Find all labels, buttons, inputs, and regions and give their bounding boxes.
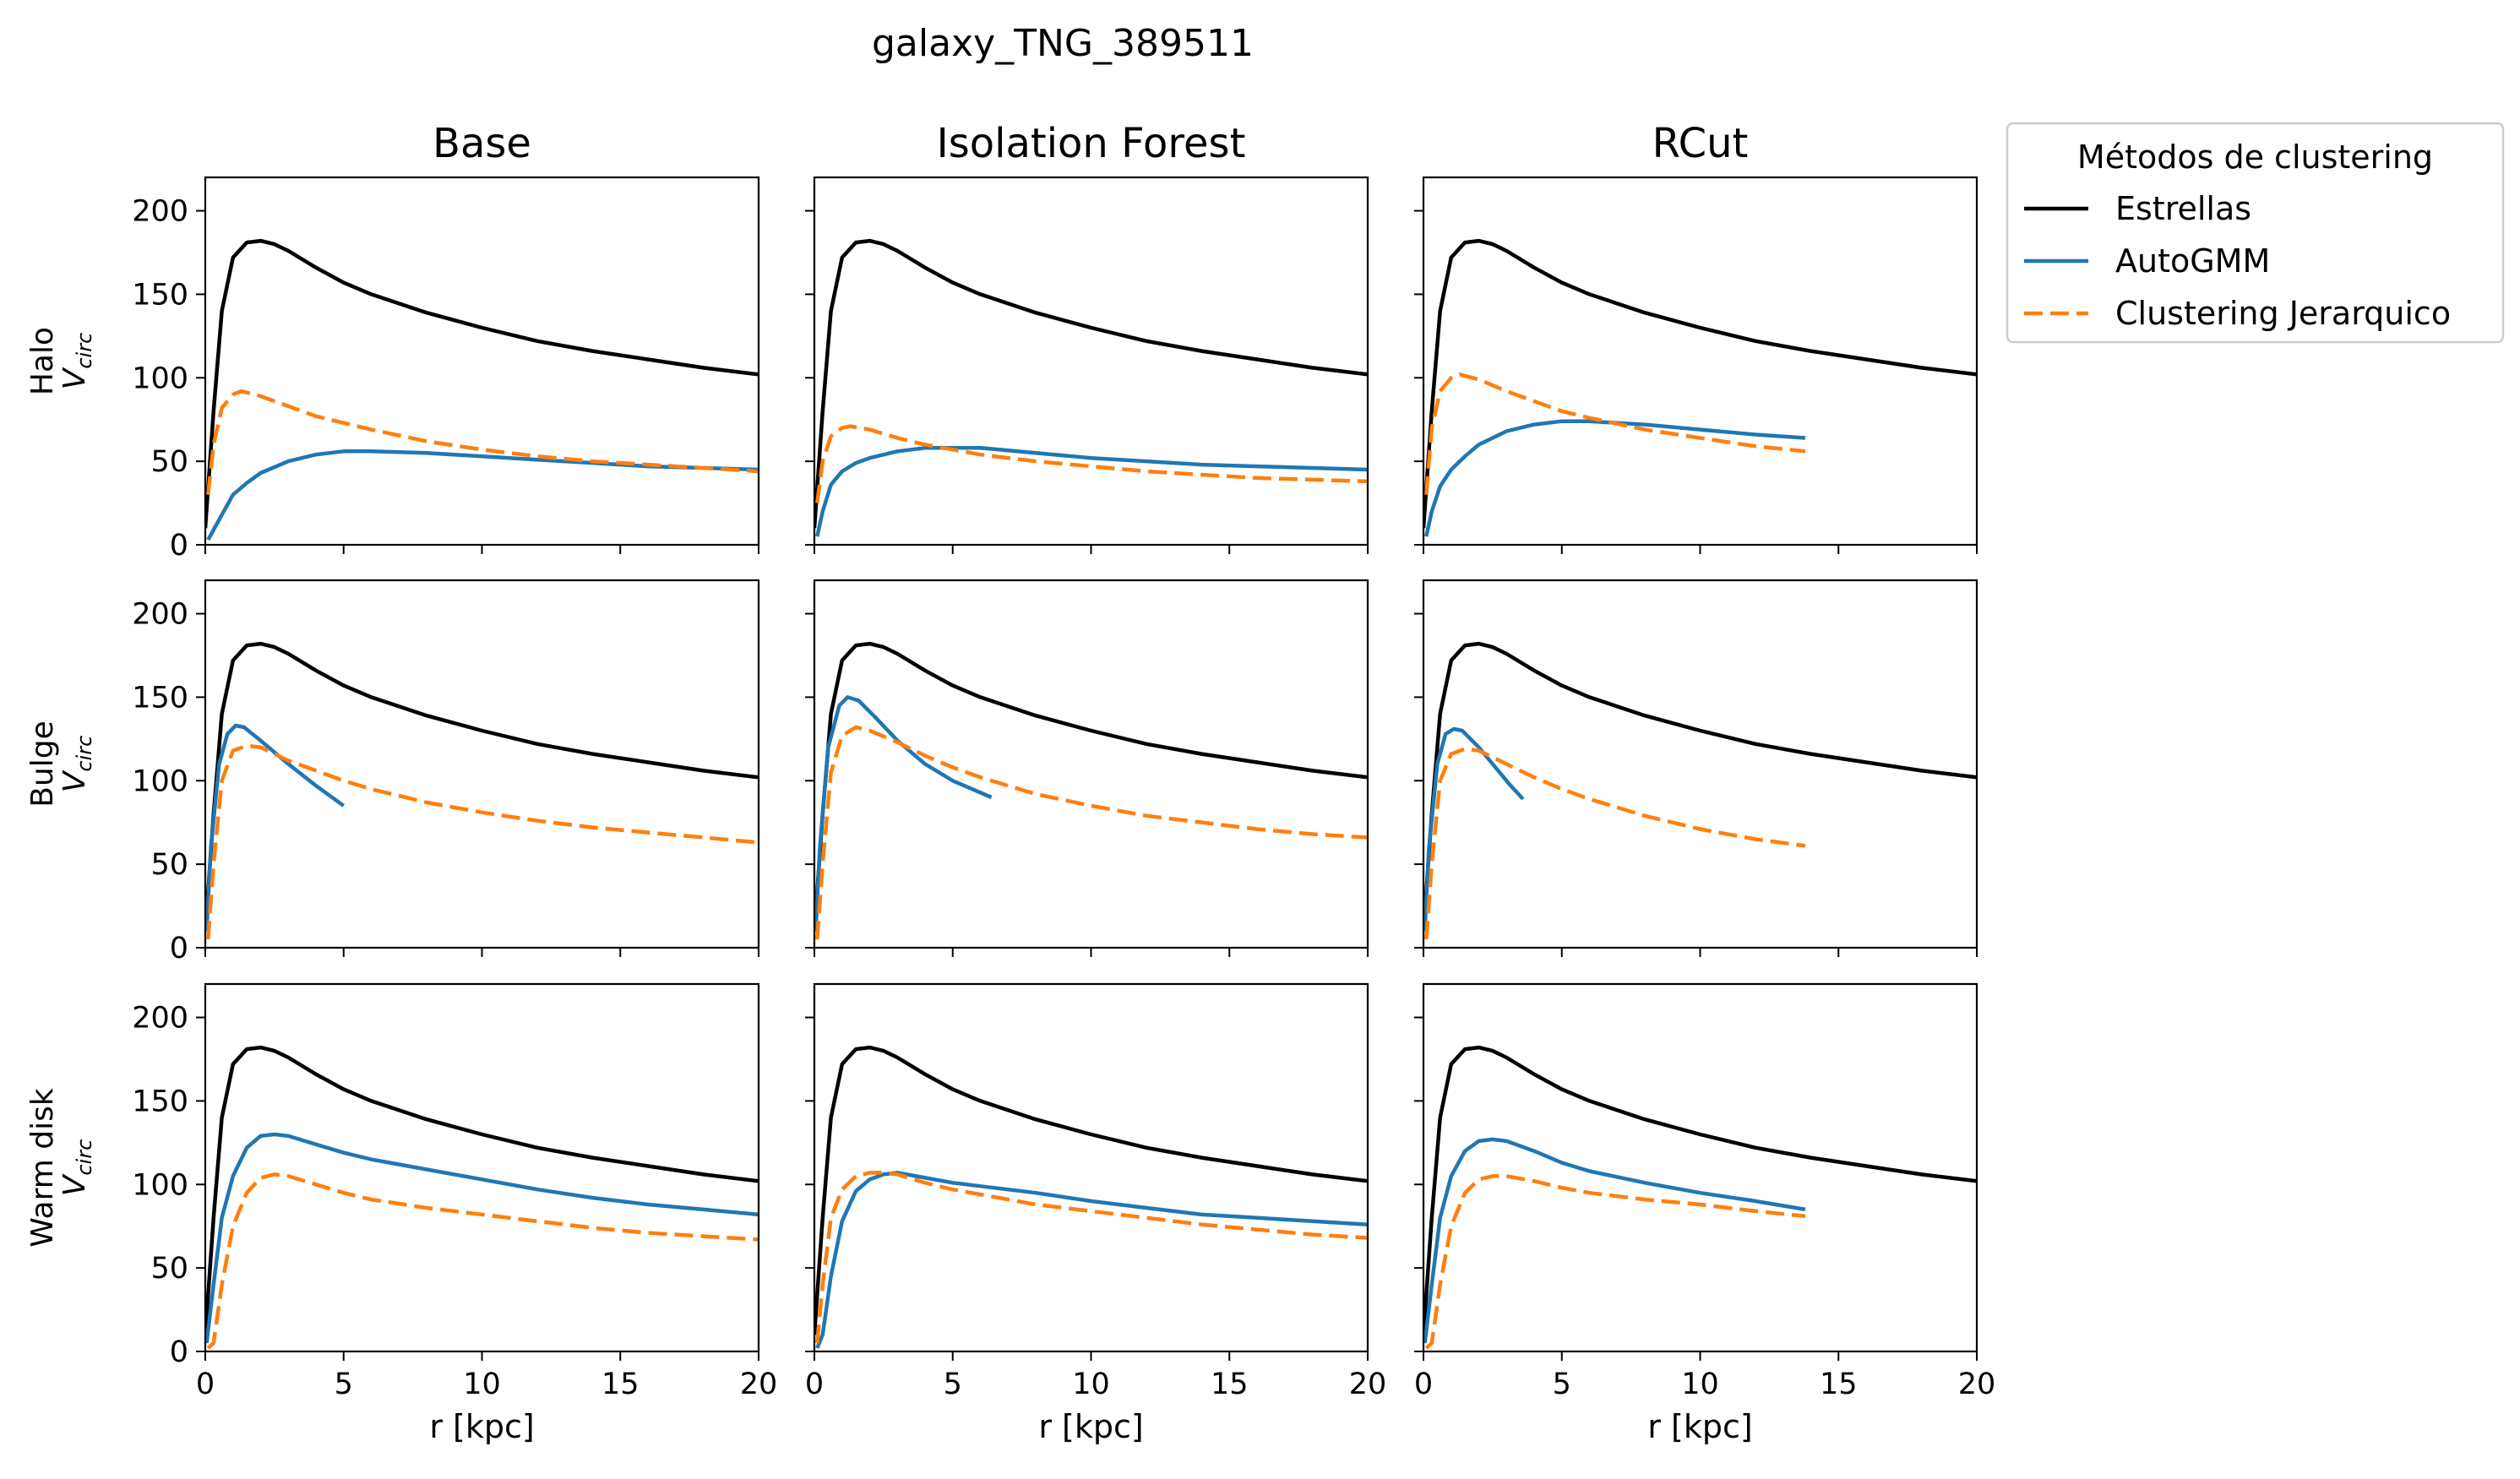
x-tick-label: 20 <box>1958 1368 1996 1401</box>
column-title: Base <box>433 120 531 167</box>
legend-entry-label: Estrellas <box>2115 190 2251 227</box>
series-line-autogmm <box>1423 1137 1806 1344</box>
y-tick-label: 50 <box>150 1252 188 1286</box>
x-tick-label: 10 <box>463 1368 501 1401</box>
x-tick-label: 5 <box>1553 1368 1571 1401</box>
series-line-estrellas <box>814 1045 1368 1335</box>
series-line-autogmm <box>814 695 993 932</box>
legend-entry-label: AutoGMM <box>2115 242 2270 280</box>
x-tick-label: 0 <box>196 1368 215 1401</box>
y-axis-label: Vcirc <box>57 736 96 793</box>
series-line-estrellas <box>814 238 1368 529</box>
series-line-autogmm <box>815 1171 1368 1349</box>
x-tick-label: 10 <box>1681 1368 1719 1401</box>
x-tick-label: 0 <box>1414 1368 1433 1401</box>
row-label: Halo <box>25 327 60 395</box>
y-tick-label: 150 <box>132 1085 188 1118</box>
series-line-jerarquico <box>206 1172 759 1350</box>
x-tick-label: 5 <box>944 1368 962 1401</box>
series-line-autogmm <box>205 1132 759 1344</box>
axes-frame <box>204 176 760 546</box>
panel-r1-c2 <box>1414 579 1978 957</box>
column-title: Isolation Forest <box>937 120 1246 167</box>
axes-frame <box>1422 982 1978 1353</box>
row-label: Bulge <box>25 720 60 807</box>
series-line-autogmm <box>1423 726 1525 932</box>
series-line-autogmm <box>1424 419 1806 537</box>
y-tick-label: 100 <box>132 1168 188 1202</box>
legend-entry-label: Clustering Jerarquico <box>2115 295 2451 332</box>
legend-title: Métodos de clustering <box>2077 139 2433 176</box>
y-tick-label: 100 <box>132 764 188 798</box>
y-tick-label: 150 <box>132 681 188 715</box>
y-axis-label: Vcirc <box>57 1139 96 1197</box>
x-tick-label: 15 <box>1211 1368 1249 1401</box>
x-tick-label: 15 <box>1820 1368 1858 1401</box>
row-label: Warm disk <box>25 1088 60 1248</box>
x-tick-label: 20 <box>740 1368 778 1401</box>
y-tick-label: 0 <box>170 1335 188 1369</box>
panel-r0-c1: Isolation Forest <box>805 120 1369 554</box>
y-tick-label: 50 <box>150 848 188 882</box>
y-tick-label: 200 <box>132 195 188 229</box>
legend-box <box>2006 122 2505 344</box>
axes-frame <box>813 579 1369 949</box>
series-line-estrellas <box>205 238 759 529</box>
y-tick-label: 0 <box>170 932 188 965</box>
panel-r0-c2: RCut <box>1414 120 1978 554</box>
y-tick-label: 0 <box>170 529 188 563</box>
x-axis-label: r [kpc] <box>1038 1408 1143 1445</box>
series-line-estrellas <box>1423 641 1977 932</box>
axes-frame <box>1422 176 1978 546</box>
panel-r2-c1: 0 5 10 15 20 r [kpc] <box>805 982 1387 1445</box>
series-line-estrellas <box>205 641 759 932</box>
series-line-autogmm <box>815 446 1368 537</box>
axes-frame <box>813 982 1369 1353</box>
panel-r1-c1 <box>805 579 1369 957</box>
series-line-jerarquico <box>815 725 1368 940</box>
series-line-jerarquico <box>1424 372 1806 495</box>
y-tick-label: 50 <box>150 445 188 479</box>
y-tick-label: 200 <box>132 1002 188 1036</box>
series-line-jerarquico <box>206 389 759 495</box>
axes-frame <box>204 982 760 1353</box>
panel-r2-c2: 0 5 10 15 20 r [kpc] <box>1414 982 1996 1445</box>
series-line-estrellas <box>814 641 1368 932</box>
series-line-jerarquico <box>815 1171 1368 1344</box>
x-tick-label: 0 <box>805 1368 824 1401</box>
panel-r2-c0: 0 50 100 150 200 0 5 10 15 20 r [kpc] Warm diskVcir… <box>25 982 778 1445</box>
series-line-autogmm <box>205 723 346 932</box>
x-tick-label: 5 <box>335 1368 353 1401</box>
series-line-estrellas <box>205 1045 759 1335</box>
series-line-estrellas <box>1423 1045 1977 1335</box>
figure-title: galaxy_TNG_389511 <box>872 22 1254 65</box>
series-line-jerarquico <box>206 743 759 940</box>
x-tick-label: 15 <box>601 1368 640 1401</box>
y-axis-label: Vcirc <box>57 333 96 390</box>
x-tick-label: 10 <box>1072 1368 1110 1401</box>
x-tick-label: 20 <box>1349 1368 1387 1401</box>
series-line-estrellas <box>1423 238 1977 529</box>
series-line-jerarquico <box>815 424 1368 503</box>
column-title: RCut <box>1652 120 1749 167</box>
y-tick-label: 100 <box>132 362 188 395</box>
x-axis-label: r [kpc] <box>429 1408 534 1445</box>
series-line-jerarquico <box>1424 1174 1806 1350</box>
legend: Métodos de clustering Estrellas AutoGMM Clu… <box>2006 122 2505 344</box>
x-axis-label: r [kpc] <box>1647 1408 1752 1445</box>
axes-frame <box>813 176 1369 546</box>
y-tick-label: 200 <box>132 598 188 632</box>
series-line-jerarquico <box>1424 747 1806 940</box>
y-tick-label: 150 <box>132 278 188 312</box>
